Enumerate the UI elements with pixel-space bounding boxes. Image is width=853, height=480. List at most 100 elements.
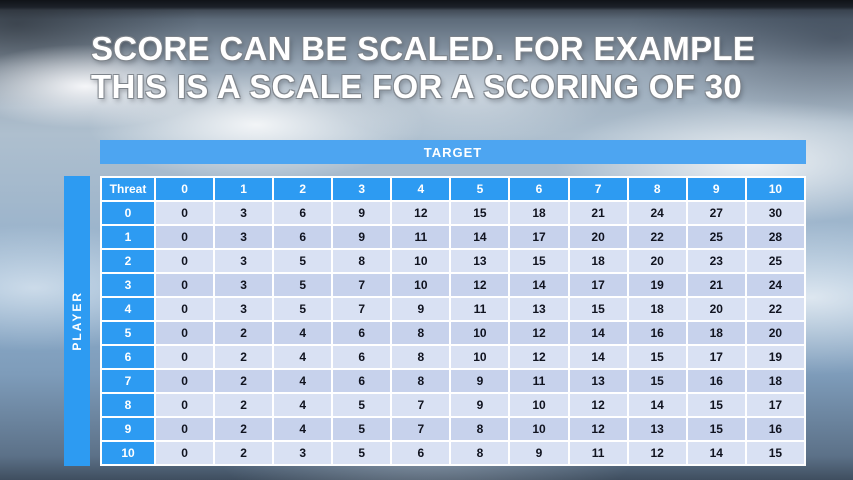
score-table: Threat 0 1 2 3 4 5 6 7 8 9 10 0 0 3 6 9 12 15 18 21 24 27 30 1… bbox=[100, 176, 806, 466]
column-header: 7 bbox=[569, 178, 627, 200]
table-row: 0 0 3 6 9 12 15 18 21 24 27 30 bbox=[102, 202, 804, 224]
table-cell: 3 bbox=[274, 442, 332, 464]
table-cell: 11 bbox=[451, 298, 509, 320]
table-cell: 15 bbox=[687, 418, 745, 440]
table-cell: 5 bbox=[274, 274, 332, 296]
row-label: 10 bbox=[102, 442, 154, 464]
table-cell: 6 bbox=[333, 322, 391, 344]
table-cell: 0 bbox=[156, 226, 214, 248]
row-label: 7 bbox=[102, 370, 154, 392]
table-cell: 16 bbox=[746, 418, 804, 440]
table-cell: 17 bbox=[510, 226, 568, 248]
table-cell: 10 bbox=[451, 322, 509, 344]
row-label: 1 bbox=[102, 226, 154, 248]
table-cell: 2 bbox=[215, 418, 273, 440]
table-cell: 3 bbox=[215, 250, 273, 272]
table-cell: 0 bbox=[156, 298, 214, 320]
table-cell: 10 bbox=[392, 250, 450, 272]
table-cell: 3 bbox=[215, 274, 273, 296]
table-cell: 14 bbox=[569, 346, 627, 368]
table-cell: 8 bbox=[451, 418, 509, 440]
table-cell: 6 bbox=[274, 202, 332, 224]
target-axis-label: TARGET bbox=[100, 140, 806, 164]
table-cell: 17 bbox=[687, 346, 745, 368]
table-cell: 11 bbox=[510, 370, 568, 392]
table-cell: 20 bbox=[687, 298, 745, 320]
table-cell: 9 bbox=[333, 226, 391, 248]
table-cell: 11 bbox=[569, 442, 627, 464]
row-label: 4 bbox=[102, 298, 154, 320]
row-label: 5 bbox=[102, 322, 154, 344]
table-cell: 4 bbox=[274, 322, 332, 344]
table-cell: 7 bbox=[392, 394, 450, 416]
player-axis-label: PLAYER bbox=[64, 176, 90, 466]
table-cell: 21 bbox=[569, 202, 627, 224]
column-header: 2 bbox=[274, 178, 332, 200]
column-header: 4 bbox=[392, 178, 450, 200]
table-cell: 14 bbox=[628, 394, 686, 416]
table-cell: 9 bbox=[451, 394, 509, 416]
row-label: 9 bbox=[102, 418, 154, 440]
table-cell: 0 bbox=[156, 250, 214, 272]
table-cell: 2 bbox=[215, 370, 273, 392]
table-cell: 12 bbox=[569, 418, 627, 440]
top-dark-strip bbox=[0, 0, 853, 10]
table-cell: 20 bbox=[628, 250, 686, 272]
table-cell: 7 bbox=[333, 298, 391, 320]
column-header: 9 bbox=[687, 178, 745, 200]
table-cell: 18 bbox=[569, 250, 627, 272]
row-label: 3 bbox=[102, 274, 154, 296]
table-cell: 15 bbox=[628, 370, 686, 392]
table-cell: 17 bbox=[569, 274, 627, 296]
column-header: 10 bbox=[746, 178, 804, 200]
threat-corner-label: Threat bbox=[102, 178, 154, 200]
table-cell: 18 bbox=[746, 370, 804, 392]
table-cell: 20 bbox=[569, 226, 627, 248]
table-row: 5 0 2 4 6 8 10 12 14 16 18 20 bbox=[102, 322, 804, 344]
table-cell: 5 bbox=[274, 298, 332, 320]
table-row: 8 0 2 4 5 7 9 10 12 14 15 17 bbox=[102, 394, 804, 416]
table-row: 4 0 3 5 7 9 11 13 15 18 20 22 bbox=[102, 298, 804, 320]
table-cell: 10 bbox=[451, 346, 509, 368]
table-cell: 27 bbox=[687, 202, 745, 224]
row-label: 8 bbox=[102, 394, 154, 416]
column-header: 5 bbox=[451, 178, 509, 200]
table-row: 7 0 2 4 6 8 9 11 13 15 16 18 bbox=[102, 370, 804, 392]
table-cell: 0 bbox=[156, 346, 214, 368]
column-header: 3 bbox=[333, 178, 391, 200]
table-cell: 19 bbox=[628, 274, 686, 296]
table-cell: 0 bbox=[156, 418, 214, 440]
table-row: 10 0 2 3 5 6 8 9 11 12 14 15 bbox=[102, 442, 804, 464]
column-header: 1 bbox=[215, 178, 273, 200]
table-cell: 18 bbox=[687, 322, 745, 344]
table-cell: 12 bbox=[392, 202, 450, 224]
table-cell: 22 bbox=[628, 226, 686, 248]
table-cell: 0 bbox=[156, 394, 214, 416]
row-label: 0 bbox=[102, 202, 154, 224]
table-cell: 12 bbox=[451, 274, 509, 296]
table-cell: 9 bbox=[392, 298, 450, 320]
table-cell: 23 bbox=[687, 250, 745, 272]
table-cell: 3 bbox=[215, 298, 273, 320]
table-cell: 13 bbox=[569, 370, 627, 392]
table-cell: 3 bbox=[215, 202, 273, 224]
table-cell: 30 bbox=[746, 202, 804, 224]
table-cell: 2 bbox=[215, 442, 273, 464]
table-cell: 14 bbox=[569, 322, 627, 344]
table-row: 2 0 3 5 8 10 13 15 18 20 23 25 bbox=[102, 250, 804, 272]
table-cell: 2 bbox=[215, 394, 273, 416]
table-cell: 4 bbox=[274, 394, 332, 416]
table-cell: 13 bbox=[451, 250, 509, 272]
table-row: 1 0 3 6 9 11 14 17 20 22 25 28 bbox=[102, 226, 804, 248]
table-cell: 21 bbox=[687, 274, 745, 296]
table-cell: 5 bbox=[274, 250, 332, 272]
table-cell: 12 bbox=[628, 442, 686, 464]
table-cell: 5 bbox=[333, 442, 391, 464]
title-line-1: SCORE CAN BE SCALED. FOR EXAMPLE bbox=[91, 30, 756, 67]
table-cell: 15 bbox=[687, 394, 745, 416]
table-cell: 12 bbox=[569, 394, 627, 416]
table-cell: 8 bbox=[392, 322, 450, 344]
row-label: 6 bbox=[102, 346, 154, 368]
table-cell: 2 bbox=[215, 346, 273, 368]
